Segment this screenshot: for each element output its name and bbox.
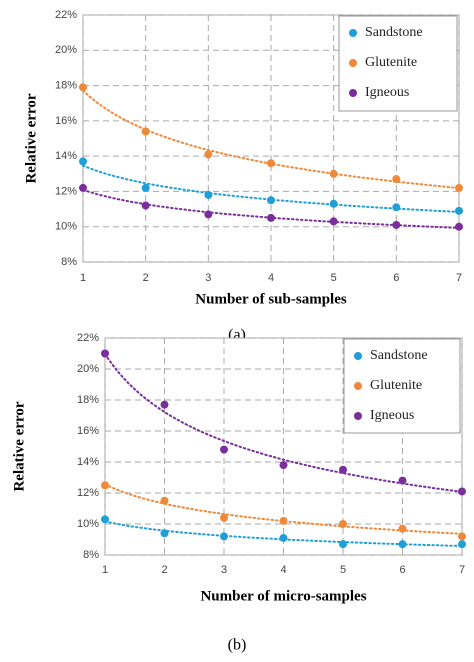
data-point (455, 183, 463, 192)
caption: (b) (228, 637, 247, 654)
x-axis-title: Number of micro-samples (200, 588, 366, 604)
data-point (339, 465, 347, 474)
y-tick-label: 8% (61, 256, 77, 268)
y-tick-label: 22% (55, 9, 77, 21)
data-point (458, 532, 466, 541)
x-tick-label: 3 (221, 564, 227, 576)
data-point (160, 400, 169, 409)
legend-label: Sandstone (365, 25, 423, 40)
legend-marker (349, 89, 357, 97)
legend-label: Glutenite (370, 378, 422, 393)
data-point (329, 217, 338, 226)
data-point (339, 540, 347, 549)
data-point (141, 201, 150, 210)
y-tick-label: 16% (55, 115, 77, 127)
legend-marker (354, 412, 362, 420)
x-tick-label: 5 (331, 272, 337, 284)
x-tick-label: 5 (340, 564, 346, 576)
data-point (398, 476, 407, 485)
data-point (392, 175, 401, 184)
y-axis-title: Relative error (23, 93, 39, 183)
legend-marker (354, 382, 362, 390)
data-point (267, 159, 275, 168)
data-point (279, 461, 288, 470)
data-point (204, 190, 213, 199)
y-axis-title: Relative error (11, 401, 27, 491)
data-point (329, 169, 338, 178)
y-tick-label: 14% (55, 150, 77, 162)
x-tick-label: 1 (102, 564, 108, 576)
y-tick-label: 22% (77, 332, 99, 344)
data-point (79, 157, 87, 166)
data-point (204, 210, 213, 219)
y-tick-label: 8% (83, 549, 99, 561)
data-point (392, 220, 401, 229)
x-tick-label: 2 (161, 564, 167, 576)
x-tick-label: 3 (205, 272, 211, 284)
legend-marker (354, 352, 362, 360)
legend-label: Igneous (370, 408, 414, 423)
legend-label: Igneous (365, 85, 409, 100)
y-tick-label: 16% (77, 425, 99, 437)
data-point (267, 213, 275, 222)
x-tick-label: 7 (459, 564, 465, 576)
data-point (101, 515, 109, 524)
legend-box (338, 15, 458, 112)
data-point (458, 487, 466, 496)
data-point (220, 445, 228, 454)
y-tick-label: 10% (77, 518, 99, 530)
x-tick-label: 7 (456, 272, 462, 284)
data-point (329, 199, 338, 208)
x-tick-label: 6 (399, 564, 405, 576)
data-point (220, 513, 228, 522)
data-point (141, 127, 150, 136)
data-point (455, 222, 463, 231)
x-tick-label: 1 (80, 272, 86, 284)
data-point (101, 481, 109, 490)
data-point (79, 83, 87, 92)
data-point (398, 524, 407, 533)
y-tick-label: 20% (77, 363, 99, 375)
x-tick-label: 4 (280, 564, 286, 576)
data-point (204, 150, 213, 159)
data-point (160, 496, 169, 505)
data-point (160, 529, 169, 538)
y-tick-label: 18% (55, 79, 77, 91)
data-point (279, 516, 288, 525)
legend-box (343, 338, 461, 434)
y-tick-label: 10% (55, 221, 77, 233)
data-point (220, 532, 228, 541)
legend-marker (349, 29, 357, 37)
data-point (141, 183, 150, 192)
x-tick-label: 2 (143, 272, 149, 284)
y-tick-label: 18% (77, 394, 99, 406)
x-tick-label: 6 (393, 272, 399, 284)
y-tick-label: 14% (77, 456, 99, 468)
x-axis-title: Number of sub-samples (195, 291, 347, 307)
legend-label: Glutenite (365, 55, 417, 70)
data-point (279, 533, 288, 542)
data-point (392, 203, 401, 212)
data-point (398, 540, 407, 549)
legend-label: Sandstone (370, 348, 428, 363)
data-point (101, 349, 109, 358)
y-tick-label: 20% (55, 44, 77, 56)
data-point (339, 520, 347, 528)
legend-marker (349, 59, 357, 67)
y-tick-label: 12% (55, 185, 77, 197)
data-point (455, 206, 463, 215)
data-point (267, 196, 275, 205)
y-tick-label: 12% (77, 487, 99, 499)
data-point (458, 540, 466, 549)
data-point (79, 183, 87, 192)
x-tick-label: 4 (268, 272, 274, 284)
